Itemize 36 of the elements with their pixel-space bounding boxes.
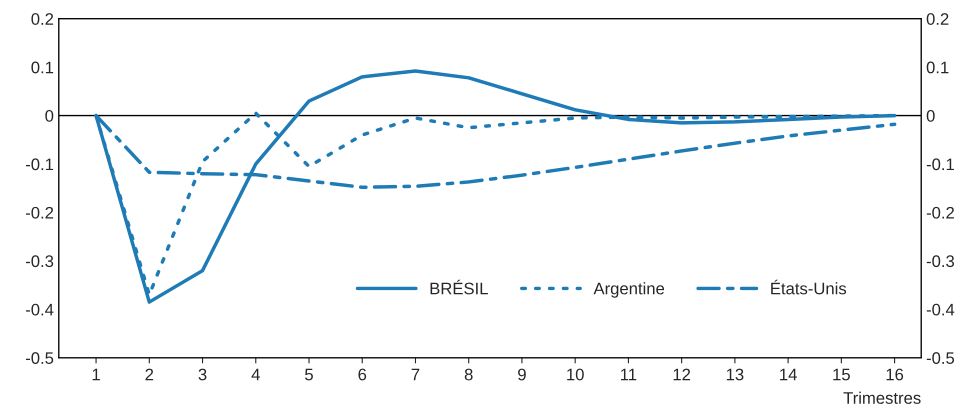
y2-tick-label: -0.2 [926,206,954,219]
x-tick-label: 5 [305,368,313,380]
y2-tick-label: 0.2 [926,13,948,25]
x-tick-label: 3 [198,368,206,380]
x-tick-label: 11 [621,368,636,380]
x-tick-label: 4 [252,368,260,380]
y-tick-label: -0.2 [26,206,54,219]
y2-tick-label: -0.5 [926,352,954,364]
x-tick-label: 1 [92,368,100,380]
y-tick-label: 0.2 [31,13,54,25]
x-tick-label: 6 [358,368,366,380]
y-tick-label: -0.1 [26,158,54,170]
y-tick-label: 0 [45,110,54,122]
x-tick-label: 15 [833,368,850,380]
x-tick-label: 13 [726,368,744,380]
x-tick-label: 8 [464,368,473,380]
x-tick-label: 16 [886,368,904,380]
x-tick-label: 2 [146,368,154,380]
x-tick-label: 12 [674,368,690,380]
x-tick-label: 7 [412,368,420,380]
y2-tick-label: -0.3 [926,255,954,268]
legend-label: BRÉSIL [430,280,488,294]
y2-tick-label: 0 [926,110,935,122]
y-tick-label: -0.5 [26,352,54,364]
x-tick-label: 10 [567,368,584,380]
y2-tick-label: 0.1 [926,62,948,74]
y-tick-label: 0.1 [31,62,54,74]
x-axis-title: Trimestres [844,392,921,404]
legend-label: Argentine [594,282,664,298]
legend-label: États-Unis [771,280,846,294]
x-tick-label: 9 [518,368,526,380]
y2-tick-label: -0.1 [926,158,954,170]
x-tick-label: 14 [780,368,797,380]
y2-tick-label: -0.4 [926,304,954,316]
y-tick-label: -0.3 [26,255,54,268]
y-tick-label: -0.4 [26,304,54,316]
